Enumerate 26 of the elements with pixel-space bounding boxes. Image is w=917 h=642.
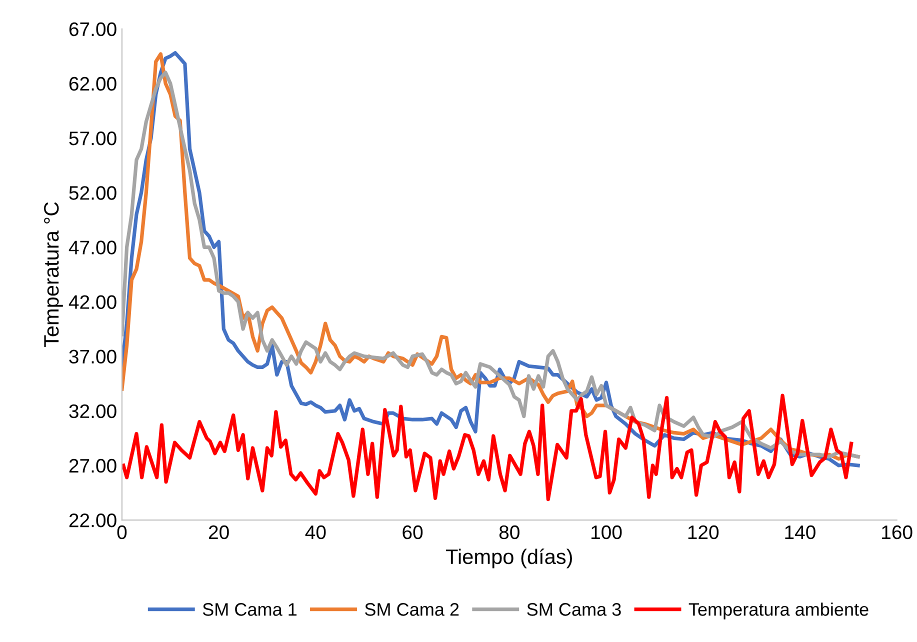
x-tick-label: 60 [402, 525, 423, 540]
legend-label: SM Cama 1 [202, 603, 297, 616]
y-tick-label: 47.00 [68, 240, 116, 254]
x-axis-title: Tiempo (días) [446, 548, 572, 568]
y-tick-label: 57.00 [69, 132, 116, 146]
y-tick-label: 62.00 [69, 76, 116, 91]
x-tick-label: 100 [592, 525, 622, 540]
y-tick-label: 42.00 [68, 295, 116, 309]
x-tick-label: 0 [117, 525, 127, 540]
legend-label: SM Cama 3 [527, 603, 621, 616]
x-tick-label: 140 [785, 525, 816, 540]
y-tick-label: 32.00 [69, 404, 116, 418]
y-tick-label: 37.00 [69, 350, 116, 364]
y-tick-label: 52.00 [69, 186, 116, 200]
legend-label: SM Cama 2 [365, 603, 459, 616]
y-axis-title: Temperatura °C [44, 202, 63, 348]
y-tick-label: 27.00 [69, 458, 116, 473]
x-tick-label: 160 [882, 525, 912, 540]
x-tick-label: 40 [305, 525, 326, 540]
legend-label: Temperatura ambiente [688, 602, 868, 620]
x-tick-label: 120 [688, 525, 719, 540]
line-series [122, 394, 854, 502]
x-tick-label: 80 [499, 525, 520, 540]
y-tick-label: 67.00 [69, 22, 116, 36]
y-tick-label: 22.00 [69, 513, 116, 528]
x-tick-label: 20 [208, 525, 229, 540]
